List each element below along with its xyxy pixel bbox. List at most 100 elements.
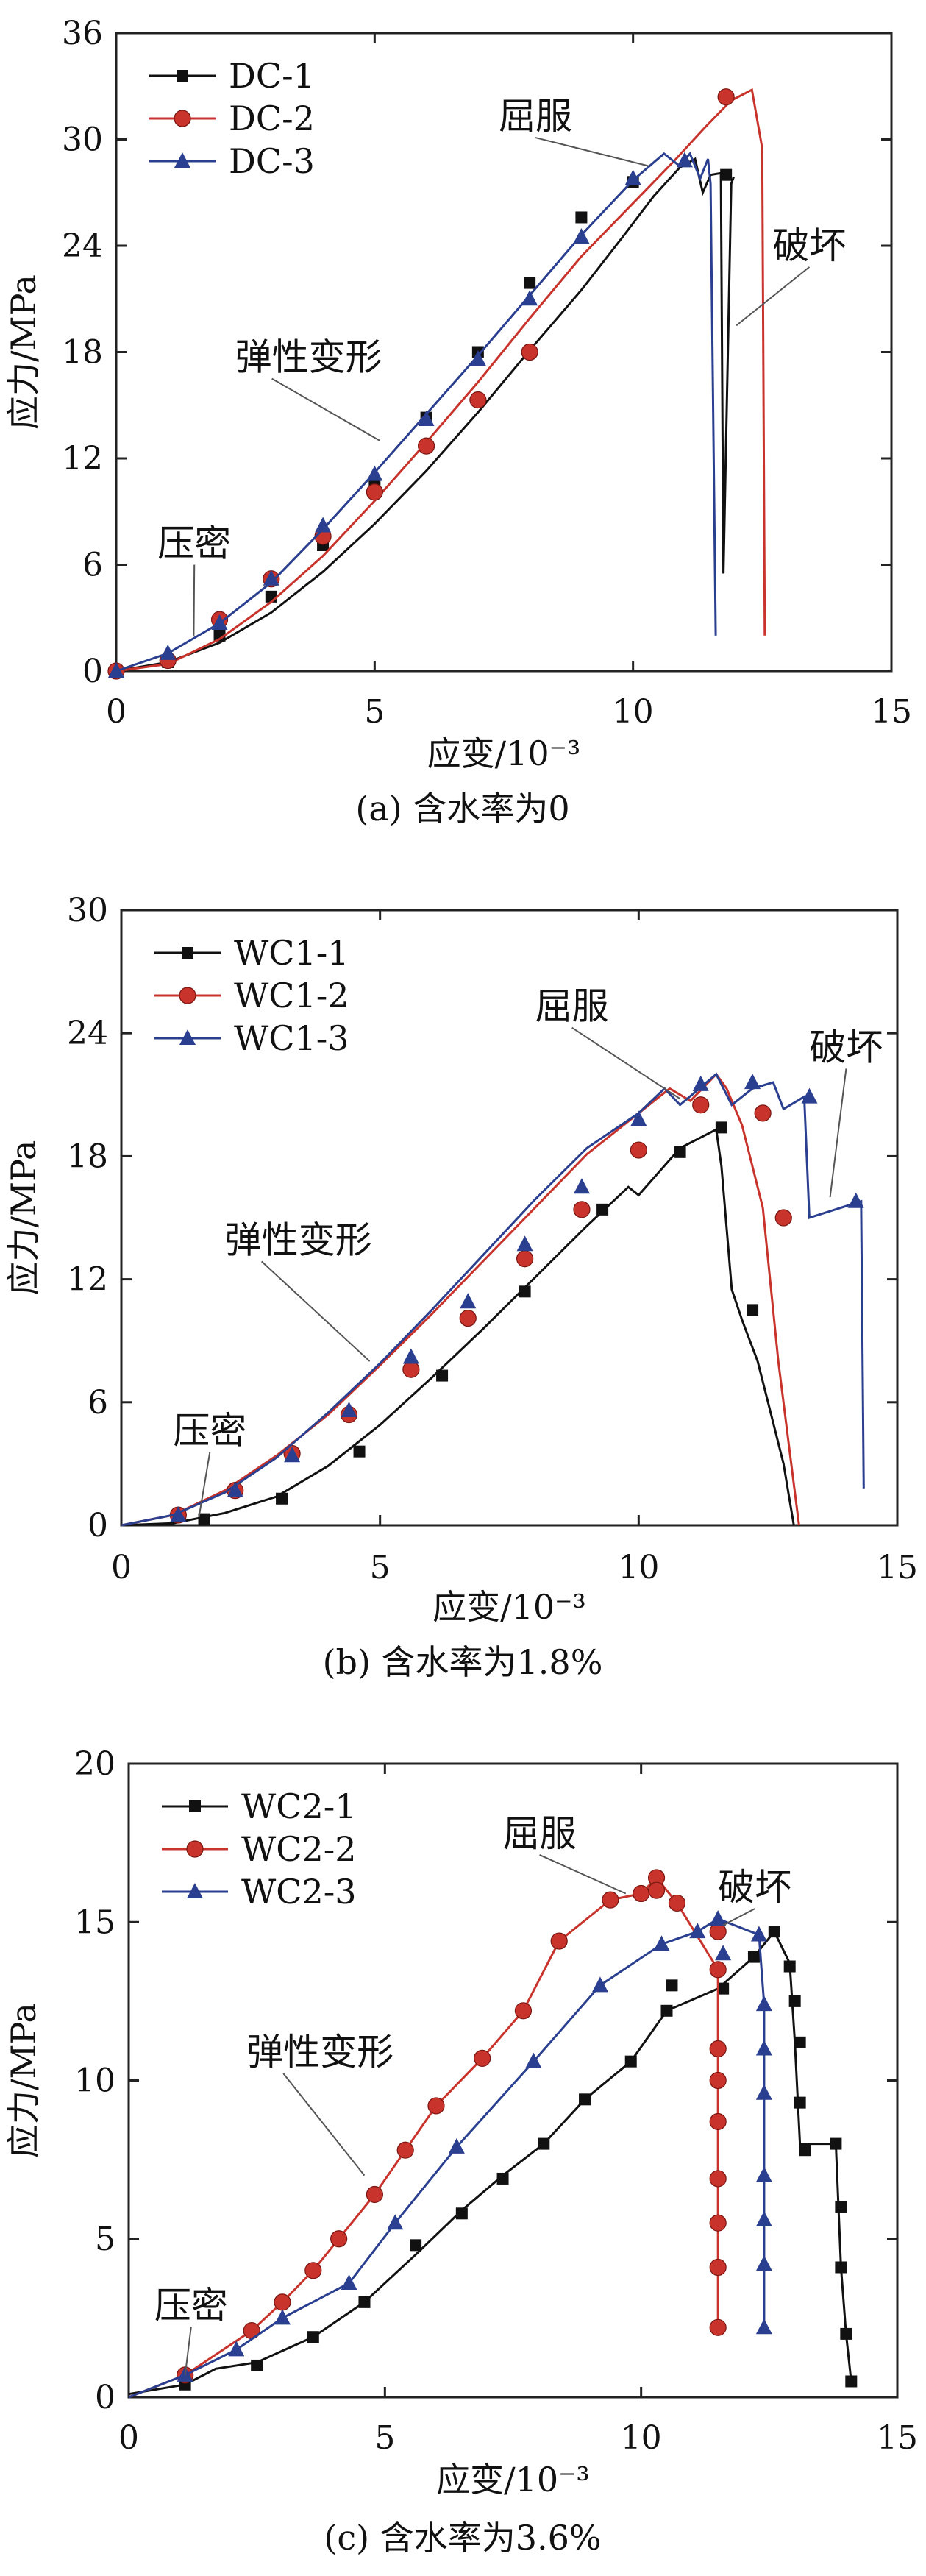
data-point: [436, 1369, 449, 1382]
data-point: [709, 2318, 727, 2336]
annotation-leader: [260, 1260, 371, 1362]
data-point: [709, 1923, 727, 1940]
legend-label: WC2-2: [241, 1829, 357, 1869]
data-point: [521, 290, 538, 306]
data-point: [847, 1192, 864, 1208]
series-WC1-2: [121, 1072, 800, 1527]
data-point: [366, 465, 383, 481]
data-point: [596, 1203, 609, 1216]
annotation-text: 破坏: [809, 1026, 883, 1068]
data-point: [573, 227, 590, 244]
data-point: [692, 1075, 709, 1091]
series-line: [121, 1072, 800, 1527]
data-point: [835, 2261, 847, 2274]
legend-marker: [179, 987, 196, 1004]
data-point: [402, 1360, 420, 1378]
series-line: [128, 1929, 852, 2396]
data-point: [396, 2141, 414, 2159]
y-axis-label: 应力/MPa: [4, 1140, 43, 1296]
series-WC1-1: [121, 1121, 795, 1527]
data-point: [213, 629, 226, 642]
y-tick-label: 36: [62, 15, 103, 52]
legend-item: WC1-2: [154, 976, 349, 1015]
legend-label: WC2-3: [241, 1872, 357, 1912]
data-point: [676, 152, 693, 168]
y-tick-label: 20: [74, 1745, 115, 1783]
annotation: 破坏: [809, 1026, 883, 1198]
data-point: [418, 411, 435, 427]
annotation-text: 弹性变形: [235, 336, 382, 379]
data-point: [624, 2055, 637, 2068]
data-point: [709, 2170, 727, 2188]
annotation-leader: [184, 2327, 192, 2375]
data-point: [835, 2201, 847, 2213]
data-point: [575, 211, 588, 224]
data-point: [538, 2137, 550, 2150]
data-point: [263, 570, 279, 586]
data-point: [754, 1104, 772, 1122]
x-tick-label: 5: [364, 693, 385, 731]
data-point: [417, 437, 435, 455]
x-tick-label: 5: [374, 2419, 395, 2457]
data-point: [668, 1894, 686, 1912]
data-point: [228, 2341, 245, 2357]
x-tick-label: 10: [618, 1549, 659, 1586]
data-point: [524, 277, 536, 289]
data-point: [747, 1304, 759, 1316]
x-tick-label: 0: [118, 2419, 139, 2457]
annotation-leader: [539, 1854, 627, 1895]
y-axis-label: 应力/MPa: [4, 2003, 43, 2158]
series-line: [121, 1127, 795, 1527]
data-point: [709, 2040, 727, 2058]
data-point: [274, 2309, 291, 2325]
annotation-text: 屈服: [503, 1812, 577, 1855]
data-point: [516, 1250, 534, 1268]
data-point: [469, 350, 486, 366]
y-tick-label: 18: [62, 334, 103, 372]
annotation: 屈服: [535, 985, 681, 1100]
data-point: [755, 2210, 772, 2226]
annotation: 压密: [154, 2284, 228, 2375]
y-tick-label: 30: [62, 121, 103, 159]
data-point: [768, 1926, 780, 1938]
data-point: [801, 1087, 818, 1104]
data-point: [845, 2375, 858, 2388]
annotation-leader: [722, 1908, 755, 1926]
data-point: [692, 1096, 710, 1114]
series-line: [115, 151, 717, 673]
data-point: [170, 1506, 187, 1522]
data-point: [198, 1513, 210, 1525]
annotation: 弹性变形: [225, 1218, 372, 1362]
legend-label: DC-3: [229, 141, 315, 181]
legend-item: WC2-3: [162, 1872, 357, 1912]
legend-marker: [182, 947, 193, 959]
y-tick-label: 10: [74, 2062, 115, 2100]
annotation-text: 破坏: [718, 1866, 791, 1909]
data-point: [448, 2137, 465, 2154]
data-point: [402, 1348, 419, 1364]
legend-label: DC-2: [229, 99, 315, 138]
x-tick-label: 0: [106, 693, 127, 731]
data-point: [591, 1976, 608, 1993]
legend-label: WC2-1: [241, 1786, 357, 1826]
x-tick-label: 10: [613, 693, 654, 731]
data-point: [747, 1951, 760, 1963]
y-tick-label: 30: [67, 892, 108, 929]
data-point: [579, 2093, 591, 2106]
y-tick-label: 6: [88, 1384, 108, 1422]
annotation-text: 压密: [157, 522, 231, 564]
y-tick-label: 12: [67, 1261, 108, 1299]
data-point: [709, 2258, 727, 2277]
x-axis-label: 应变/10⁻³: [432, 1587, 586, 1627]
data-point: [410, 2239, 422, 2252]
series-WC1-3: [121, 1072, 865, 1527]
annotation: 压密: [173, 1410, 246, 1518]
data-point: [715, 1121, 727, 1134]
data-point: [755, 2255, 772, 2271]
data-point: [755, 2040, 772, 2056]
series-line: [115, 157, 736, 673]
data-point: [717, 88, 735, 106]
data-point: [602, 1891, 619, 1909]
